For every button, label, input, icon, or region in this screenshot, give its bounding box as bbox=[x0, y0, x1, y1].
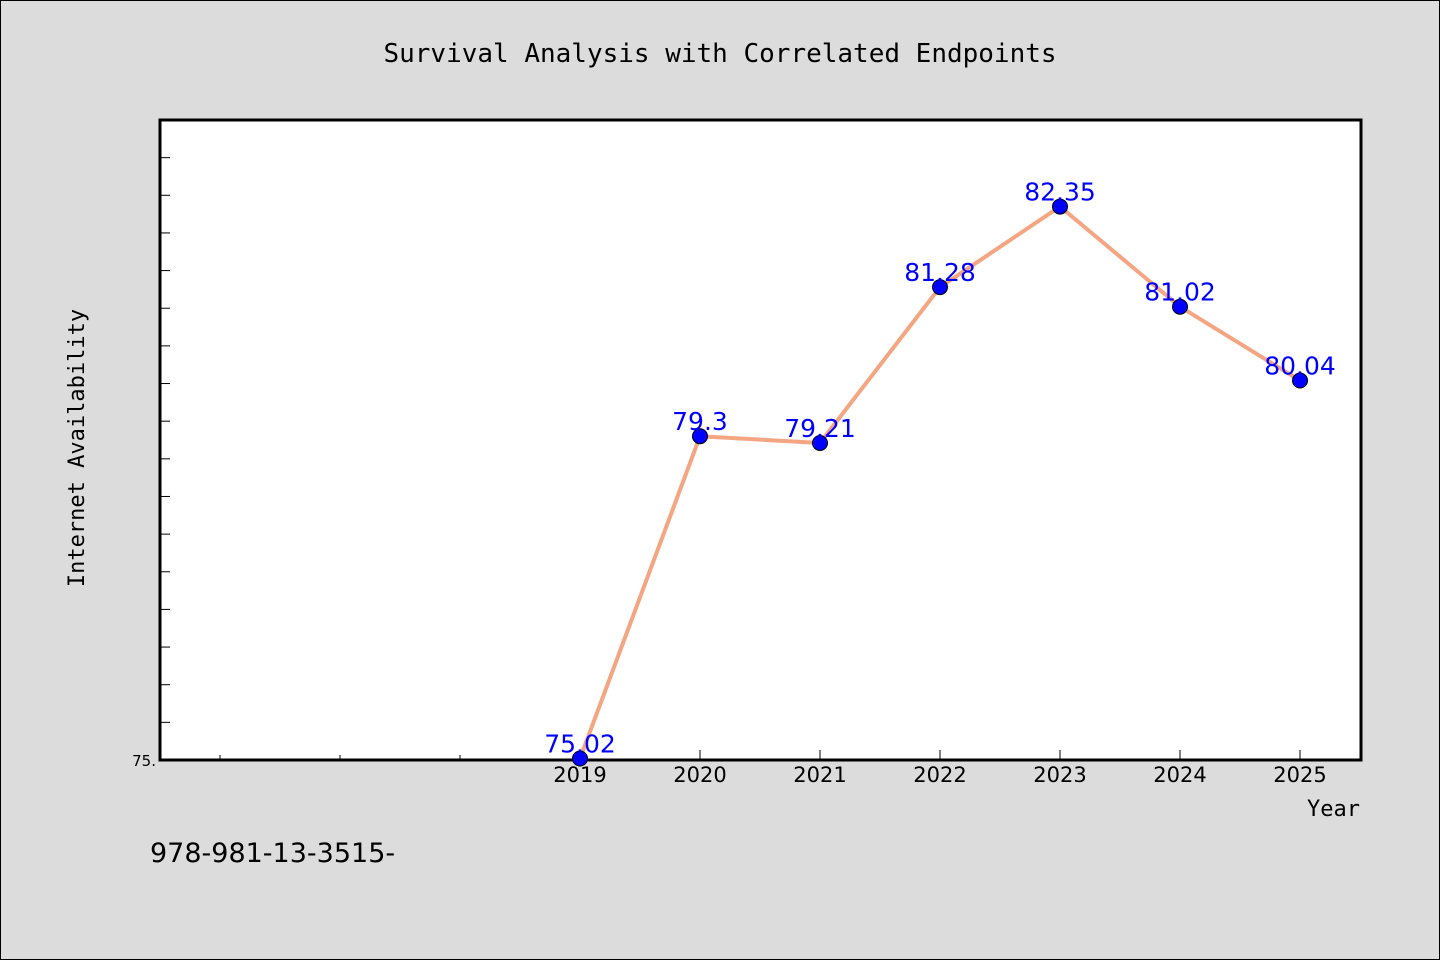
x-tick-label: 2021 bbox=[793, 763, 846, 787]
y-axis-label: Internet Availability bbox=[65, 309, 90, 587]
series-markers bbox=[572, 198, 1308, 767]
x-axis-label: Year bbox=[1307, 797, 1360, 822]
x-tick-labels: 2019 2020 2021 2022 2023 2024 2025 bbox=[553, 763, 1326, 787]
data-label: 81.28 bbox=[904, 258, 976, 287]
data-point-marker bbox=[1292, 372, 1308, 389]
data-point-marker bbox=[1052, 198, 1068, 215]
data-point-marker bbox=[1172, 298, 1188, 315]
data-point-marker bbox=[932, 279, 948, 296]
chart-title: Survival Analysis with Correlated Endpoi… bbox=[383, 39, 1056, 69]
series-data-labels: 75.02 79.3 79.21 81.28 82.35 81.02 80.04 bbox=[544, 178, 1336, 759]
data-label: 82.35 bbox=[1024, 178, 1096, 207]
y-tick-label: 75. bbox=[132, 752, 156, 770]
footer-code: 978-981-13-3515- bbox=[150, 838, 395, 869]
data-label: 79.3 bbox=[672, 407, 728, 436]
x-tick-label: 2022 bbox=[913, 763, 966, 787]
x-tick-label: 2024 bbox=[1153, 763, 1206, 787]
x-tick-label: 2019 bbox=[553, 763, 606, 787]
data-label: 81.02 bbox=[1144, 278, 1216, 307]
data-point-marker bbox=[812, 435, 828, 452]
x-tick-label: 2025 bbox=[1273, 763, 1326, 787]
data-label: 75.02 bbox=[544, 729, 616, 758]
x-tick-label: 2023 bbox=[1033, 763, 1086, 787]
x-tick-label: 2020 bbox=[673, 763, 726, 787]
data-point-marker bbox=[572, 750, 588, 767]
data-label: 79.21 bbox=[784, 414, 856, 443]
data-label: 80.04 bbox=[1264, 352, 1336, 381]
y-axis-ticks bbox=[160, 119, 170, 761]
data-point-marker bbox=[692, 428, 708, 445]
